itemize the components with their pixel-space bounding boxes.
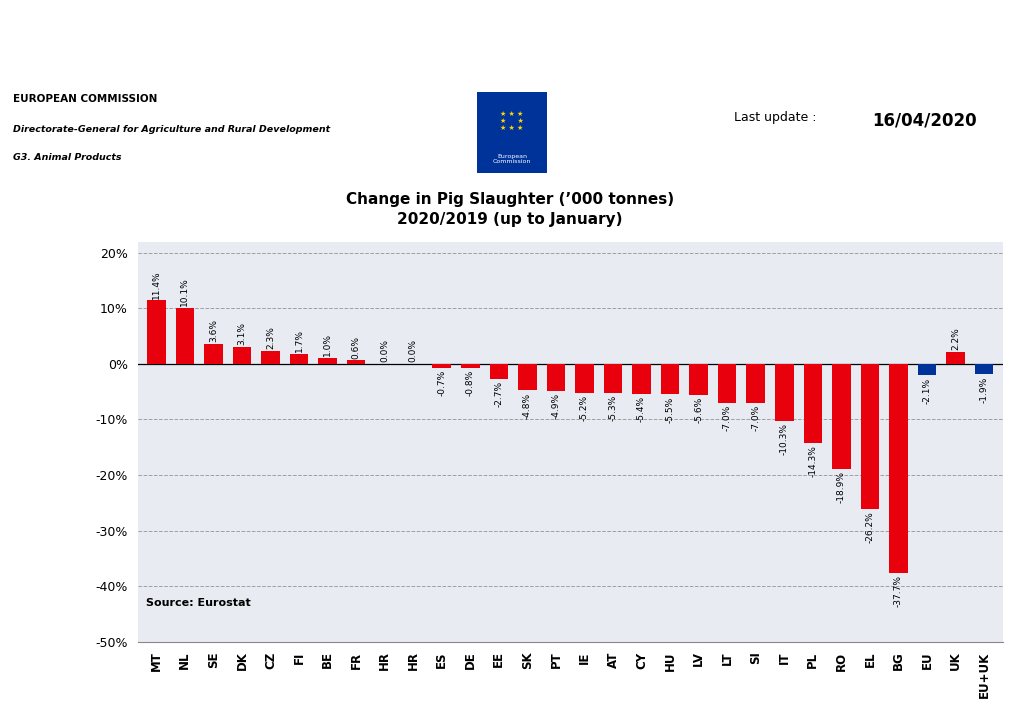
Bar (489, 364, 507, 379)
Bar (946, 352, 964, 364)
Text: ★ ★ ★
★     ★
★ ★ ★: ★ ★ ★ ★ ★ ★ ★ ★ (499, 111, 524, 131)
Text: Directorate-General for Agriculture and Rural Development: Directorate-General for Agriculture and … (13, 125, 330, 133)
Bar (889, 364, 907, 573)
Bar (518, 364, 536, 391)
Bar (660, 364, 679, 394)
Text: -10.3%: -10.3% (779, 423, 788, 455)
Text: -0.8%: -0.8% (466, 370, 474, 397)
Text: 0.6%: 0.6% (352, 335, 361, 358)
Text: 3.1%: 3.1% (237, 322, 247, 345)
Text: 11.4%: 11.4% (152, 270, 161, 298)
Text: 1.0%: 1.0% (323, 333, 332, 356)
Bar (974, 364, 993, 374)
Text: -7.0%: -7.0% (722, 404, 731, 431)
Text: 1.7%: 1.7% (294, 329, 304, 353)
Text: 2.3%: 2.3% (266, 326, 275, 349)
Text: 0.0%: 0.0% (409, 339, 417, 362)
Bar (803, 364, 821, 443)
Bar (575, 364, 593, 393)
Bar (603, 364, 622, 393)
Bar (261, 351, 279, 364)
Bar (746, 364, 764, 403)
Bar (546, 364, 565, 391)
Bar (832, 364, 850, 469)
Bar (860, 364, 878, 510)
Text: 16/04/2020: 16/04/2020 (871, 111, 976, 129)
Text: -0.7%: -0.7% (437, 370, 445, 396)
Text: -14.3%: -14.3% (807, 446, 816, 477)
Bar (232, 347, 251, 364)
Text: Change in Pig Slaughter (’000 tonnes)
2020/2019 (up to January): Change in Pig Slaughter (’000 tonnes) 20… (345, 192, 674, 227)
Text: G3. Animal Products: G3. Animal Products (13, 154, 121, 162)
Bar (432, 364, 450, 368)
Text: 0.0%: 0.0% (380, 339, 388, 362)
Text: -5.4%: -5.4% (637, 396, 645, 422)
Bar (632, 364, 650, 394)
FancyBboxPatch shape (477, 92, 546, 172)
Bar (717, 364, 736, 403)
Bar (175, 308, 194, 364)
Text: -1.9%: -1.9% (978, 376, 987, 402)
Bar (147, 301, 165, 364)
Bar (689, 364, 707, 395)
Text: -5.5%: -5.5% (665, 397, 674, 423)
Text: 2.2%: 2.2% (950, 327, 959, 350)
Text: -2.7%: -2.7% (494, 381, 502, 407)
Text: European
Commission: European Commission (492, 154, 531, 164)
Text: -26.2%: -26.2% (864, 511, 873, 543)
Text: -2.1%: -2.1% (921, 377, 930, 404)
Text: -5.2%: -5.2% (580, 394, 588, 421)
Text: -5.6%: -5.6% (694, 397, 702, 423)
Bar (289, 354, 308, 364)
Text: Meat Market Observatory - Pig: Meat Market Observatory - Pig (13, 32, 399, 52)
Text: -7.0%: -7.0% (751, 404, 759, 431)
Bar (917, 364, 935, 376)
Text: PRO.EU.PIG: PRO.EU.PIG (926, 35, 1007, 49)
Text: EUROPEAN COMMISSION: EUROPEAN COMMISSION (13, 94, 158, 104)
Bar (346, 360, 365, 364)
Text: 3.6%: 3.6% (209, 319, 218, 342)
Text: Source: Eurostat: Source: Eurostat (146, 598, 251, 608)
Text: -4.8%: -4.8% (523, 392, 531, 419)
Text: -4.9%: -4.9% (551, 393, 559, 419)
Bar (774, 364, 793, 421)
Bar (461, 364, 479, 368)
Bar (318, 358, 336, 364)
Text: -37.7%: -37.7% (893, 575, 902, 607)
Text: Last update :: Last update : (734, 111, 816, 124)
Text: -18.9%: -18.9% (836, 471, 845, 503)
Bar (204, 344, 222, 364)
Text: -5.3%: -5.3% (608, 395, 616, 422)
Text: 10.1%: 10.1% (180, 277, 190, 306)
